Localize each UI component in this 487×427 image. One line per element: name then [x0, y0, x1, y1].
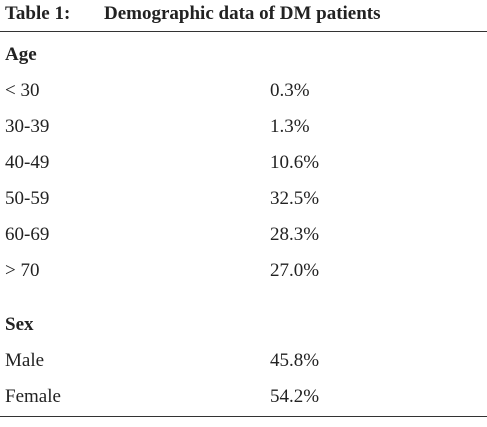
row-label: 40-49 [5, 152, 50, 173]
row-value: 1.3% [270, 116, 310, 137]
row-label: 50-59 [5, 188, 50, 209]
section-heading: Age [5, 44, 37, 65]
row-label: 30-39 [5, 116, 50, 137]
top-rule [0, 31, 487, 32]
bottom-rule [0, 416, 487, 417]
row-value: 27.0% [270, 260, 320, 281]
row-value: 0.3% [270, 80, 310, 101]
row-label: < 30 [5, 80, 40, 101]
row-value: 54.2% [270, 386, 320, 407]
table-title: Demographic data of DM patients [104, 3, 381, 24]
row-label: 60-69 [5, 224, 50, 245]
row-label: Female [5, 386, 61, 407]
row-value: 32.5% [270, 188, 320, 209]
row-label: Male [5, 350, 45, 371]
row-value: 45.8% [270, 350, 320, 371]
row-label: > 70 [5, 260, 40, 281]
row-value: 28.3% [270, 224, 320, 245]
row-value: 10.6% [270, 152, 320, 173]
section-heading: Sex [5, 314, 34, 335]
table-label: Table 1: [5, 3, 71, 24]
